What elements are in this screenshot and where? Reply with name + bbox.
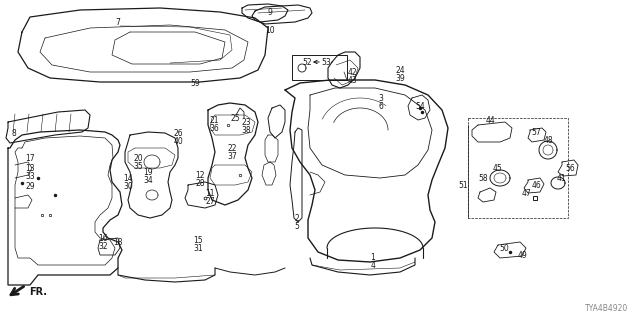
Text: 52: 52 (302, 58, 312, 67)
Text: 38: 38 (241, 125, 251, 134)
Text: 35: 35 (133, 162, 143, 171)
Text: 6: 6 (379, 101, 383, 110)
Text: 49: 49 (517, 251, 527, 260)
Text: 11: 11 (205, 188, 215, 197)
Text: 12: 12 (195, 171, 205, 180)
Text: 2: 2 (294, 213, 300, 222)
Text: TYA4B4920: TYA4B4920 (585, 304, 628, 313)
Text: 37: 37 (227, 151, 237, 161)
Text: 7: 7 (116, 18, 120, 27)
Text: 22: 22 (227, 143, 237, 153)
Text: 5: 5 (294, 221, 300, 230)
Text: 10: 10 (265, 26, 275, 35)
Text: 33: 33 (25, 172, 35, 180)
Text: 43: 43 (347, 76, 357, 84)
Text: 3: 3 (379, 93, 383, 102)
Text: 47: 47 (522, 188, 532, 197)
Text: 16: 16 (98, 234, 108, 243)
Text: 1: 1 (371, 253, 376, 262)
Text: 27: 27 (205, 196, 215, 205)
Text: 39: 39 (395, 74, 405, 83)
Text: 31: 31 (193, 244, 203, 252)
Text: 9: 9 (268, 7, 273, 17)
Text: FR.: FR. (29, 287, 47, 297)
Text: 44: 44 (485, 116, 495, 124)
Text: 45: 45 (492, 164, 502, 172)
Text: 17: 17 (25, 154, 35, 163)
Text: 40: 40 (173, 137, 183, 146)
Text: 50: 50 (499, 244, 509, 252)
Text: 23: 23 (241, 117, 251, 126)
Text: 18: 18 (113, 237, 123, 246)
Text: 59: 59 (190, 78, 200, 87)
Text: 19: 19 (143, 167, 153, 177)
Text: 21: 21 (209, 116, 219, 124)
Text: 42: 42 (347, 68, 357, 76)
Text: 25: 25 (230, 114, 240, 123)
Text: 53: 53 (321, 58, 331, 67)
Text: 8: 8 (12, 129, 17, 138)
Text: 58: 58 (478, 173, 488, 182)
Text: 46: 46 (531, 180, 541, 189)
Text: 36: 36 (209, 124, 219, 132)
Text: 57: 57 (531, 127, 541, 137)
Text: 32: 32 (98, 242, 108, 251)
Text: 13: 13 (25, 164, 35, 172)
Text: 4: 4 (371, 261, 376, 270)
Text: 26: 26 (173, 129, 183, 138)
Text: 48: 48 (543, 135, 553, 145)
Text: 14: 14 (123, 173, 133, 182)
Text: 28: 28 (195, 179, 205, 188)
Text: 34: 34 (143, 175, 153, 185)
Text: 56: 56 (565, 164, 575, 172)
Text: 30: 30 (123, 181, 133, 190)
Text: 41: 41 (556, 173, 566, 182)
Text: 51: 51 (458, 180, 468, 189)
Text: 24: 24 (395, 66, 405, 75)
Text: 29: 29 (25, 181, 35, 190)
Text: 54: 54 (415, 101, 425, 110)
Text: 15: 15 (193, 236, 203, 244)
Text: 20: 20 (133, 154, 143, 163)
